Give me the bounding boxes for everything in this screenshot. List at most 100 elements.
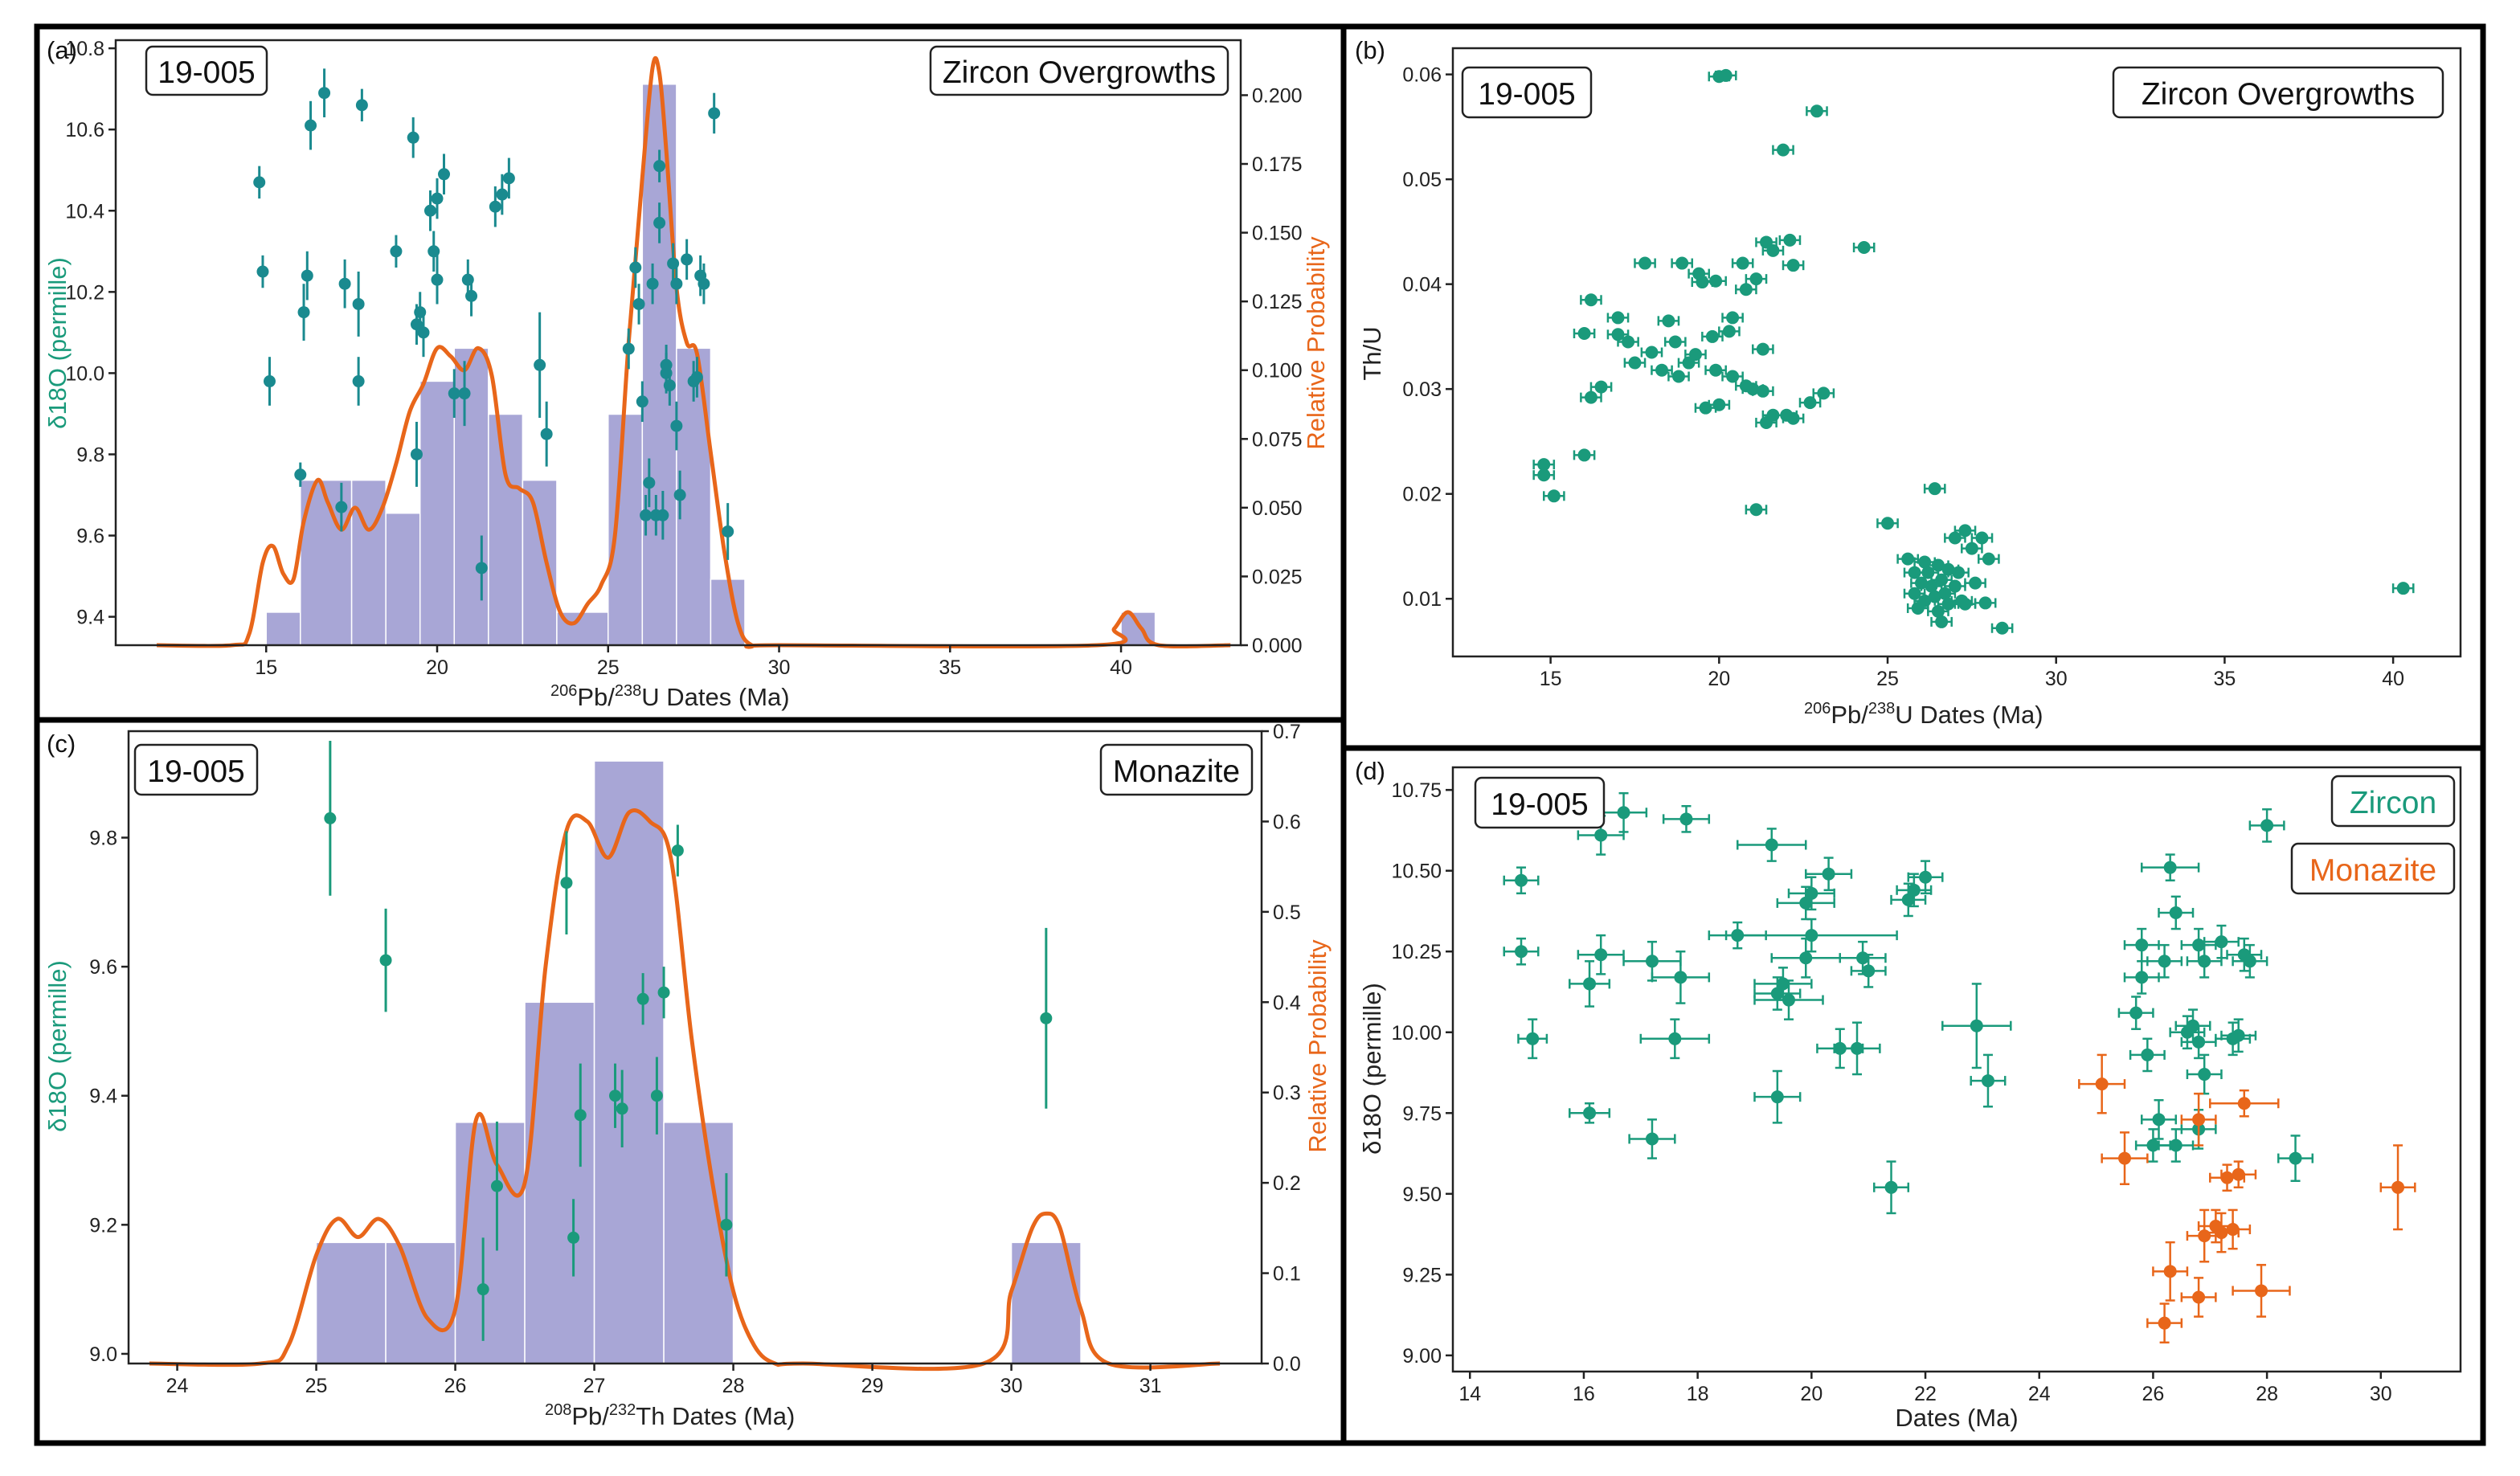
data-point xyxy=(2118,1151,2131,1165)
panel-a-axes xyxy=(114,39,1242,647)
data-point xyxy=(1901,552,1915,566)
histogram-bar xyxy=(315,1241,387,1364)
data-point xyxy=(1709,363,1723,377)
data-point xyxy=(1975,531,1989,545)
y2-tick-label: 0.125 xyxy=(1252,291,1303,313)
data-point xyxy=(1805,929,1818,942)
data-point xyxy=(2158,955,2171,968)
data-point xyxy=(1537,458,1551,472)
panel-b-title-box xyxy=(2112,66,2444,119)
x-tick-label: 20 xyxy=(1708,668,1730,690)
data-point xyxy=(1770,987,1784,1000)
data-point xyxy=(640,509,652,521)
data-point xyxy=(1655,363,1669,377)
panel-b-sample-label: 19-005 xyxy=(1478,77,1575,112)
panel-c-y-ticks: 9.0 9.2 9.4 9.6 9.8 xyxy=(89,828,129,1366)
data-point xyxy=(1749,503,1763,517)
x-tick-label: 20 xyxy=(1800,1383,1822,1405)
data-point xyxy=(2152,1113,2166,1126)
data-point xyxy=(1857,240,1871,254)
y2-tick-label: 0.0 xyxy=(1273,1353,1301,1376)
data-point xyxy=(438,168,451,181)
histogram-bar xyxy=(593,760,665,1364)
data-point xyxy=(1881,517,1895,530)
data-point xyxy=(1645,345,1659,359)
kde-line xyxy=(149,808,1221,1372)
data-point xyxy=(1978,596,1992,610)
data-point xyxy=(708,107,721,120)
data-point xyxy=(663,379,676,392)
data-point xyxy=(496,188,509,201)
y-tick-label: 10.25 xyxy=(1391,941,1442,963)
panel-a-y2-axis-label: Relative Probability xyxy=(1302,236,1330,450)
panel-c-sample-box xyxy=(133,743,259,796)
data-point xyxy=(355,99,368,112)
data-point xyxy=(1822,867,1835,881)
data-point xyxy=(2169,906,2182,919)
y-tick-label: 9.75 xyxy=(1402,1102,1442,1125)
data-point xyxy=(1584,293,1598,307)
data-point xyxy=(1851,1041,1864,1055)
data-point xyxy=(417,326,430,339)
data-point xyxy=(1675,256,1689,270)
x-tick-label: 30 xyxy=(1000,1375,1023,1397)
data-point xyxy=(423,204,436,217)
panel-d-frame xyxy=(1340,745,2486,1446)
data-point xyxy=(2095,1077,2109,1091)
x-tick-label: 27 xyxy=(583,1375,606,1397)
data-point xyxy=(2163,1265,2177,1278)
data-point xyxy=(1722,325,1736,338)
panel-a-label: (a) xyxy=(47,36,77,64)
data-point xyxy=(1782,993,1795,1007)
panel-c-x-ticks: 24 25 26 27 28 29 30 31 xyxy=(166,1364,1162,1397)
data-point xyxy=(294,468,307,481)
data-point xyxy=(1749,272,1763,286)
data-point xyxy=(1515,873,1528,887)
data-point xyxy=(502,172,515,185)
y2-tick-label: 0.075 xyxy=(1252,428,1303,451)
data-point xyxy=(297,306,310,319)
data-point xyxy=(1765,838,1778,852)
data-point xyxy=(690,370,703,383)
data-point xyxy=(1786,411,1800,425)
data-point xyxy=(1941,597,1955,611)
data-point xyxy=(681,253,693,266)
data-point xyxy=(256,265,269,278)
data-point xyxy=(1952,566,1966,579)
y2-tick-label: 0.150 xyxy=(1252,223,1303,245)
data-point xyxy=(567,1231,580,1244)
y-tick-label: 10.50 xyxy=(1391,861,1442,883)
data-point xyxy=(1756,342,1769,356)
panel-c-axes xyxy=(127,730,1263,1365)
panel-b-sample-box xyxy=(1461,66,1593,119)
data-point xyxy=(2226,1223,2240,1237)
panel-b: (b) 15 20 25 30 35 40 0.010.020.030.040.050.0… xyxy=(1355,36,2462,729)
panel-b-axes xyxy=(1451,47,2462,658)
data-point xyxy=(1515,945,1528,959)
panel-d-sample-label: 19-005 xyxy=(1491,787,1588,822)
x-tick-label: 29 xyxy=(861,1375,884,1397)
y-tick-label: 0.04 xyxy=(1402,274,1442,296)
panel-d: (d) 14 16 18 20 22 24 26 28 30 9.00 9.25 9.50 9.75 1… xyxy=(1355,757,2462,1432)
data-point xyxy=(1726,370,1740,383)
data-point xyxy=(263,375,276,388)
data-point xyxy=(574,1109,587,1122)
panel-c-label: (c) xyxy=(47,730,76,758)
data-point xyxy=(1709,274,1723,288)
data-point xyxy=(428,245,440,258)
data-point xyxy=(629,261,642,274)
data-point xyxy=(1583,977,1597,991)
data-point xyxy=(616,1102,628,1115)
panel-b-x-axis-label: 206Pb/238U Dates (Ma) xyxy=(1804,700,2043,729)
data-point xyxy=(1668,1032,1682,1045)
data-point xyxy=(1786,259,1800,272)
x-tick-label: 28 xyxy=(722,1375,745,1397)
data-point xyxy=(2289,1151,2302,1165)
data-point xyxy=(657,986,670,999)
data-point xyxy=(2215,935,2228,949)
data-point xyxy=(1719,68,1732,82)
data-point xyxy=(1958,597,1972,611)
data-point xyxy=(431,273,444,286)
data-point xyxy=(448,387,460,400)
data-point xyxy=(2237,1097,2251,1110)
